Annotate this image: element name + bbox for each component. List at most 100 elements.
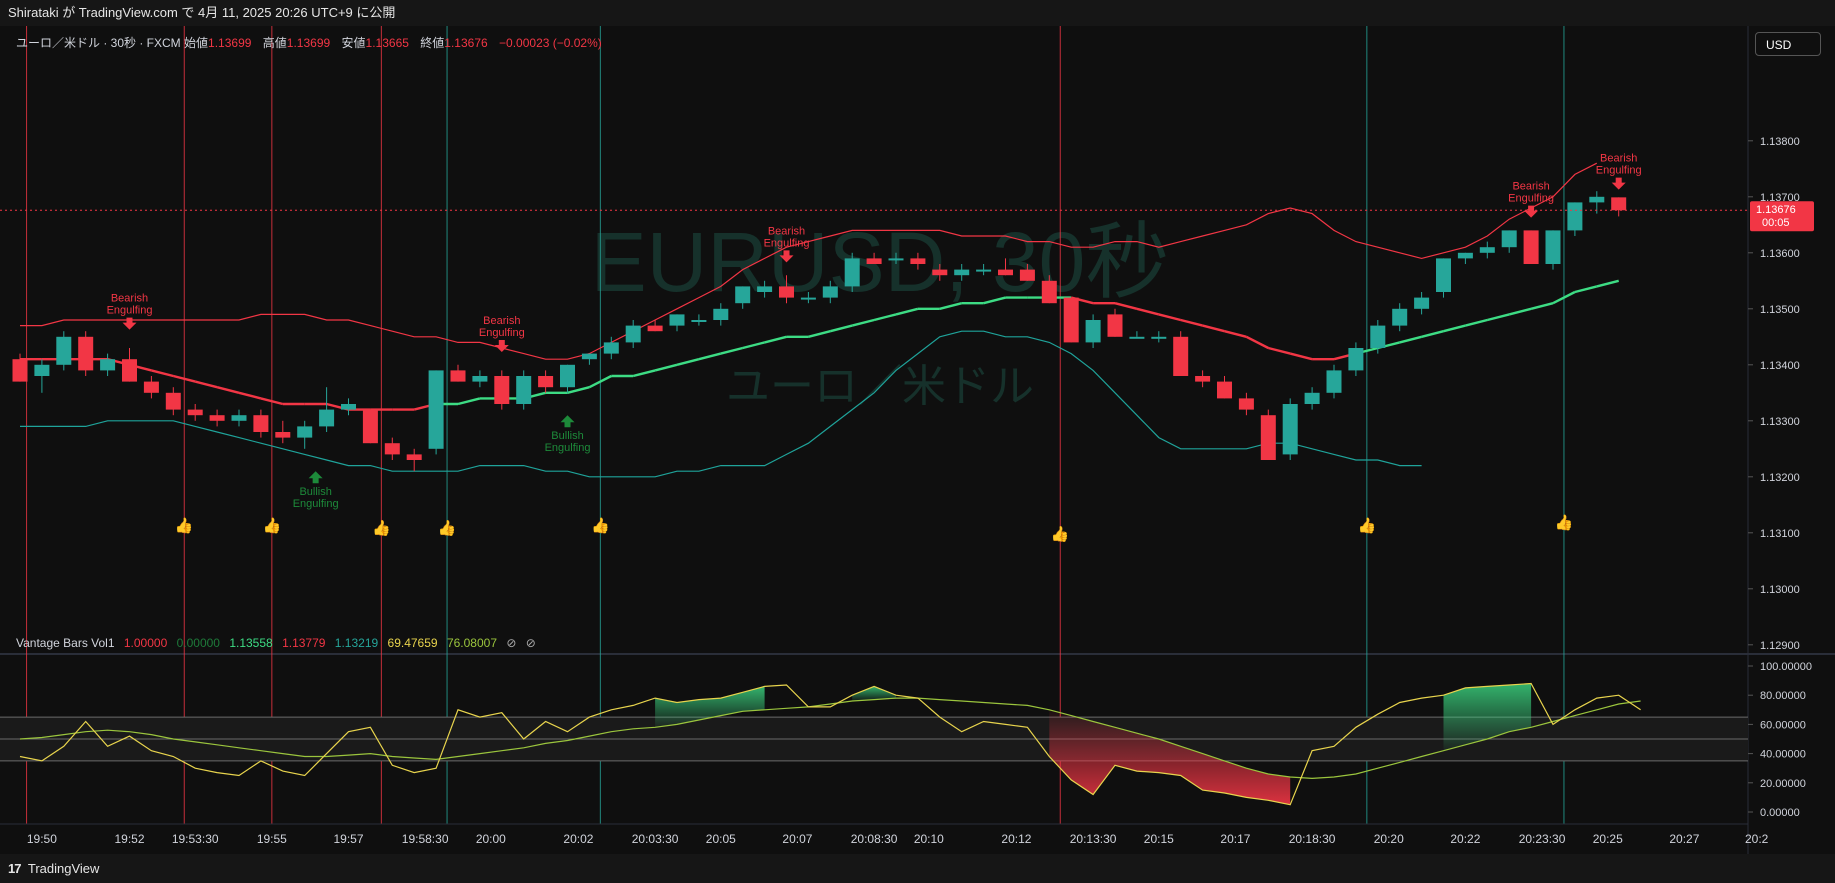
basis-line-segment [1136, 307, 1160, 316]
basis-line-segment [1530, 302, 1554, 310]
high-label: 高値 [262, 36, 287, 50]
candle-body [253, 415, 269, 432]
candle-body [822, 286, 838, 298]
candle-body [450, 370, 466, 382]
basis-line-segment [808, 330, 831, 338]
candle-body [1370, 325, 1386, 348]
brand-name[interactable]: TradingView [27, 861, 100, 876]
candle-body [757, 286, 773, 292]
candle-body [78, 336, 94, 371]
arrow-up-icon [308, 471, 323, 484]
open-label: 始値 [184, 36, 209, 50]
candle-body [165, 392, 181, 410]
candle-body [275, 432, 291, 438]
hide-icon[interactable]: ⊘ [506, 636, 517, 650]
pattern-label: Bearish [111, 293, 148, 305]
footer-bar: 17 TradingView [0, 854, 1835, 883]
time-tick-label: 20:2 [1745, 832, 1769, 846]
candle-body [100, 359, 116, 371]
candle-body [1041, 280, 1057, 304]
thumbs-up-icon: 👍 [263, 516, 282, 534]
basis-line-segment [173, 374, 196, 383]
price-tick-label: 1.13600 [1760, 248, 1800, 260]
candle-body [1501, 230, 1517, 248]
candle-body [1567, 202, 1583, 231]
basis-line-segment [1202, 324, 1225, 333]
arrow-down-icon [779, 250, 794, 263]
basis-line-segment [1399, 335, 1422, 344]
osc-tick-label: 60.00000 [1760, 719, 1806, 731]
basis-line-segment [216, 386, 240, 394]
basis-line-segment [830, 324, 853, 333]
pattern-label: Engulfing [293, 498, 339, 510]
time-tick-label: 20:23:30 [1519, 832, 1566, 846]
indicator-value: 1.00000 [123, 636, 168, 650]
basis-line-segment [1596, 279, 1619, 288]
last-price-value: 1.13676 [1756, 204, 1796, 216]
high-value: 1.13699 [286, 36, 331, 50]
candle-body [735, 286, 751, 304]
basis-line-segment [1245, 335, 1269, 350]
thumbs-up-icon: 👍 [1358, 516, 1377, 534]
candle-body [1392, 308, 1408, 326]
candle-body [1151, 336, 1167, 339]
oscillator-line [19, 682, 1641, 806]
basis-line-segment [873, 313, 897, 322]
price-tick-label: 1.13300 [1760, 416, 1800, 428]
thumbs-up-icon: 👍 [372, 519, 391, 537]
candle-body [998, 269, 1013, 276]
pattern-label: Engulfing [479, 327, 525, 339]
basis-line-segment [983, 296, 1006, 305]
symbol-name[interactable]: ユーロ／米ドル · 30秒 · FXCM [16, 36, 181, 50]
time-tick-label: 20:07 [782, 832, 812, 846]
candle-body [231, 415, 247, 421]
time-tick-label: 20:00 [476, 832, 506, 846]
basis-line-segment [742, 341, 765, 350]
basis-line-segment [588, 374, 612, 389]
time-tick-label: 19:52 [114, 832, 144, 846]
basis-line-segment [698, 352, 722, 361]
time-tick-label: 20:13:30 [1070, 832, 1117, 846]
time-tick-label: 20:25 [1593, 832, 1623, 846]
basis-line-segment [632, 369, 656, 378]
indicator-name[interactable]: Vantage Bars Vol1 [16, 636, 115, 650]
candle-body [494, 376, 510, 404]
thumbs-up-icon: 👍 [591, 516, 610, 534]
tradingview-logo-icon[interactable]: 17 [8, 861, 22, 876]
pattern-label: Bearish [768, 225, 805, 237]
candle-body [1085, 320, 1101, 343]
symbol-legend: ユーロ／米ドル · 30秒 · FXCM 始値1.13699 高値1.13699… [16, 34, 610, 51]
arrow-down-icon [1524, 205, 1539, 218]
basis-line-segment [1289, 352, 1313, 361]
price-tick-label: 1.13100 [1760, 528, 1800, 540]
oscillator-fill-area [655, 686, 765, 728]
candle-body [647, 325, 663, 332]
currency-button[interactable]: USD [1755, 32, 1821, 56]
basis-line-segment [260, 397, 284, 406]
last-price-badge [1750, 201, 1814, 232]
time-tick-label: 19:55 [257, 832, 287, 846]
basis-line-segment [764, 335, 787, 344]
bar-countdown: 00:05 [1762, 217, 1790, 229]
basis-line-segment [1224, 330, 1247, 338]
pattern-label: Engulfing [1508, 193, 1554, 205]
candle-body [1063, 297, 1079, 343]
thumbs-up-icon: 👍 [175, 516, 194, 534]
candle-body [34, 364, 50, 376]
signal-line [19, 697, 1641, 780]
basis-line-segment [1421, 330, 1444, 338]
candle-body [362, 409, 378, 444]
candle-body [1238, 398, 1254, 410]
candle-body [691, 320, 707, 322]
osc-tick-label: 100.00000 [1760, 661, 1812, 673]
basis-line-segment [567, 386, 590, 394]
hide-icon[interactable]: ⊘ [525, 636, 536, 650]
candle-body [713, 308, 729, 320]
chart-canvas[interactable]: EURUSD, 30秒ユーロ／米ドル1.138001.137001.136001… [0, 26, 1835, 854]
basis-line-segment [1114, 302, 1138, 310]
candle-body [143, 381, 159, 393]
publish-header: Shirataki が TradingView.com で 4月 11, 202… [0, 0, 1835, 26]
change-value: −0.00023 (−0.02%) [499, 36, 602, 50]
basis-line-segment [1552, 290, 1576, 305]
candle-body [603, 342, 619, 354]
